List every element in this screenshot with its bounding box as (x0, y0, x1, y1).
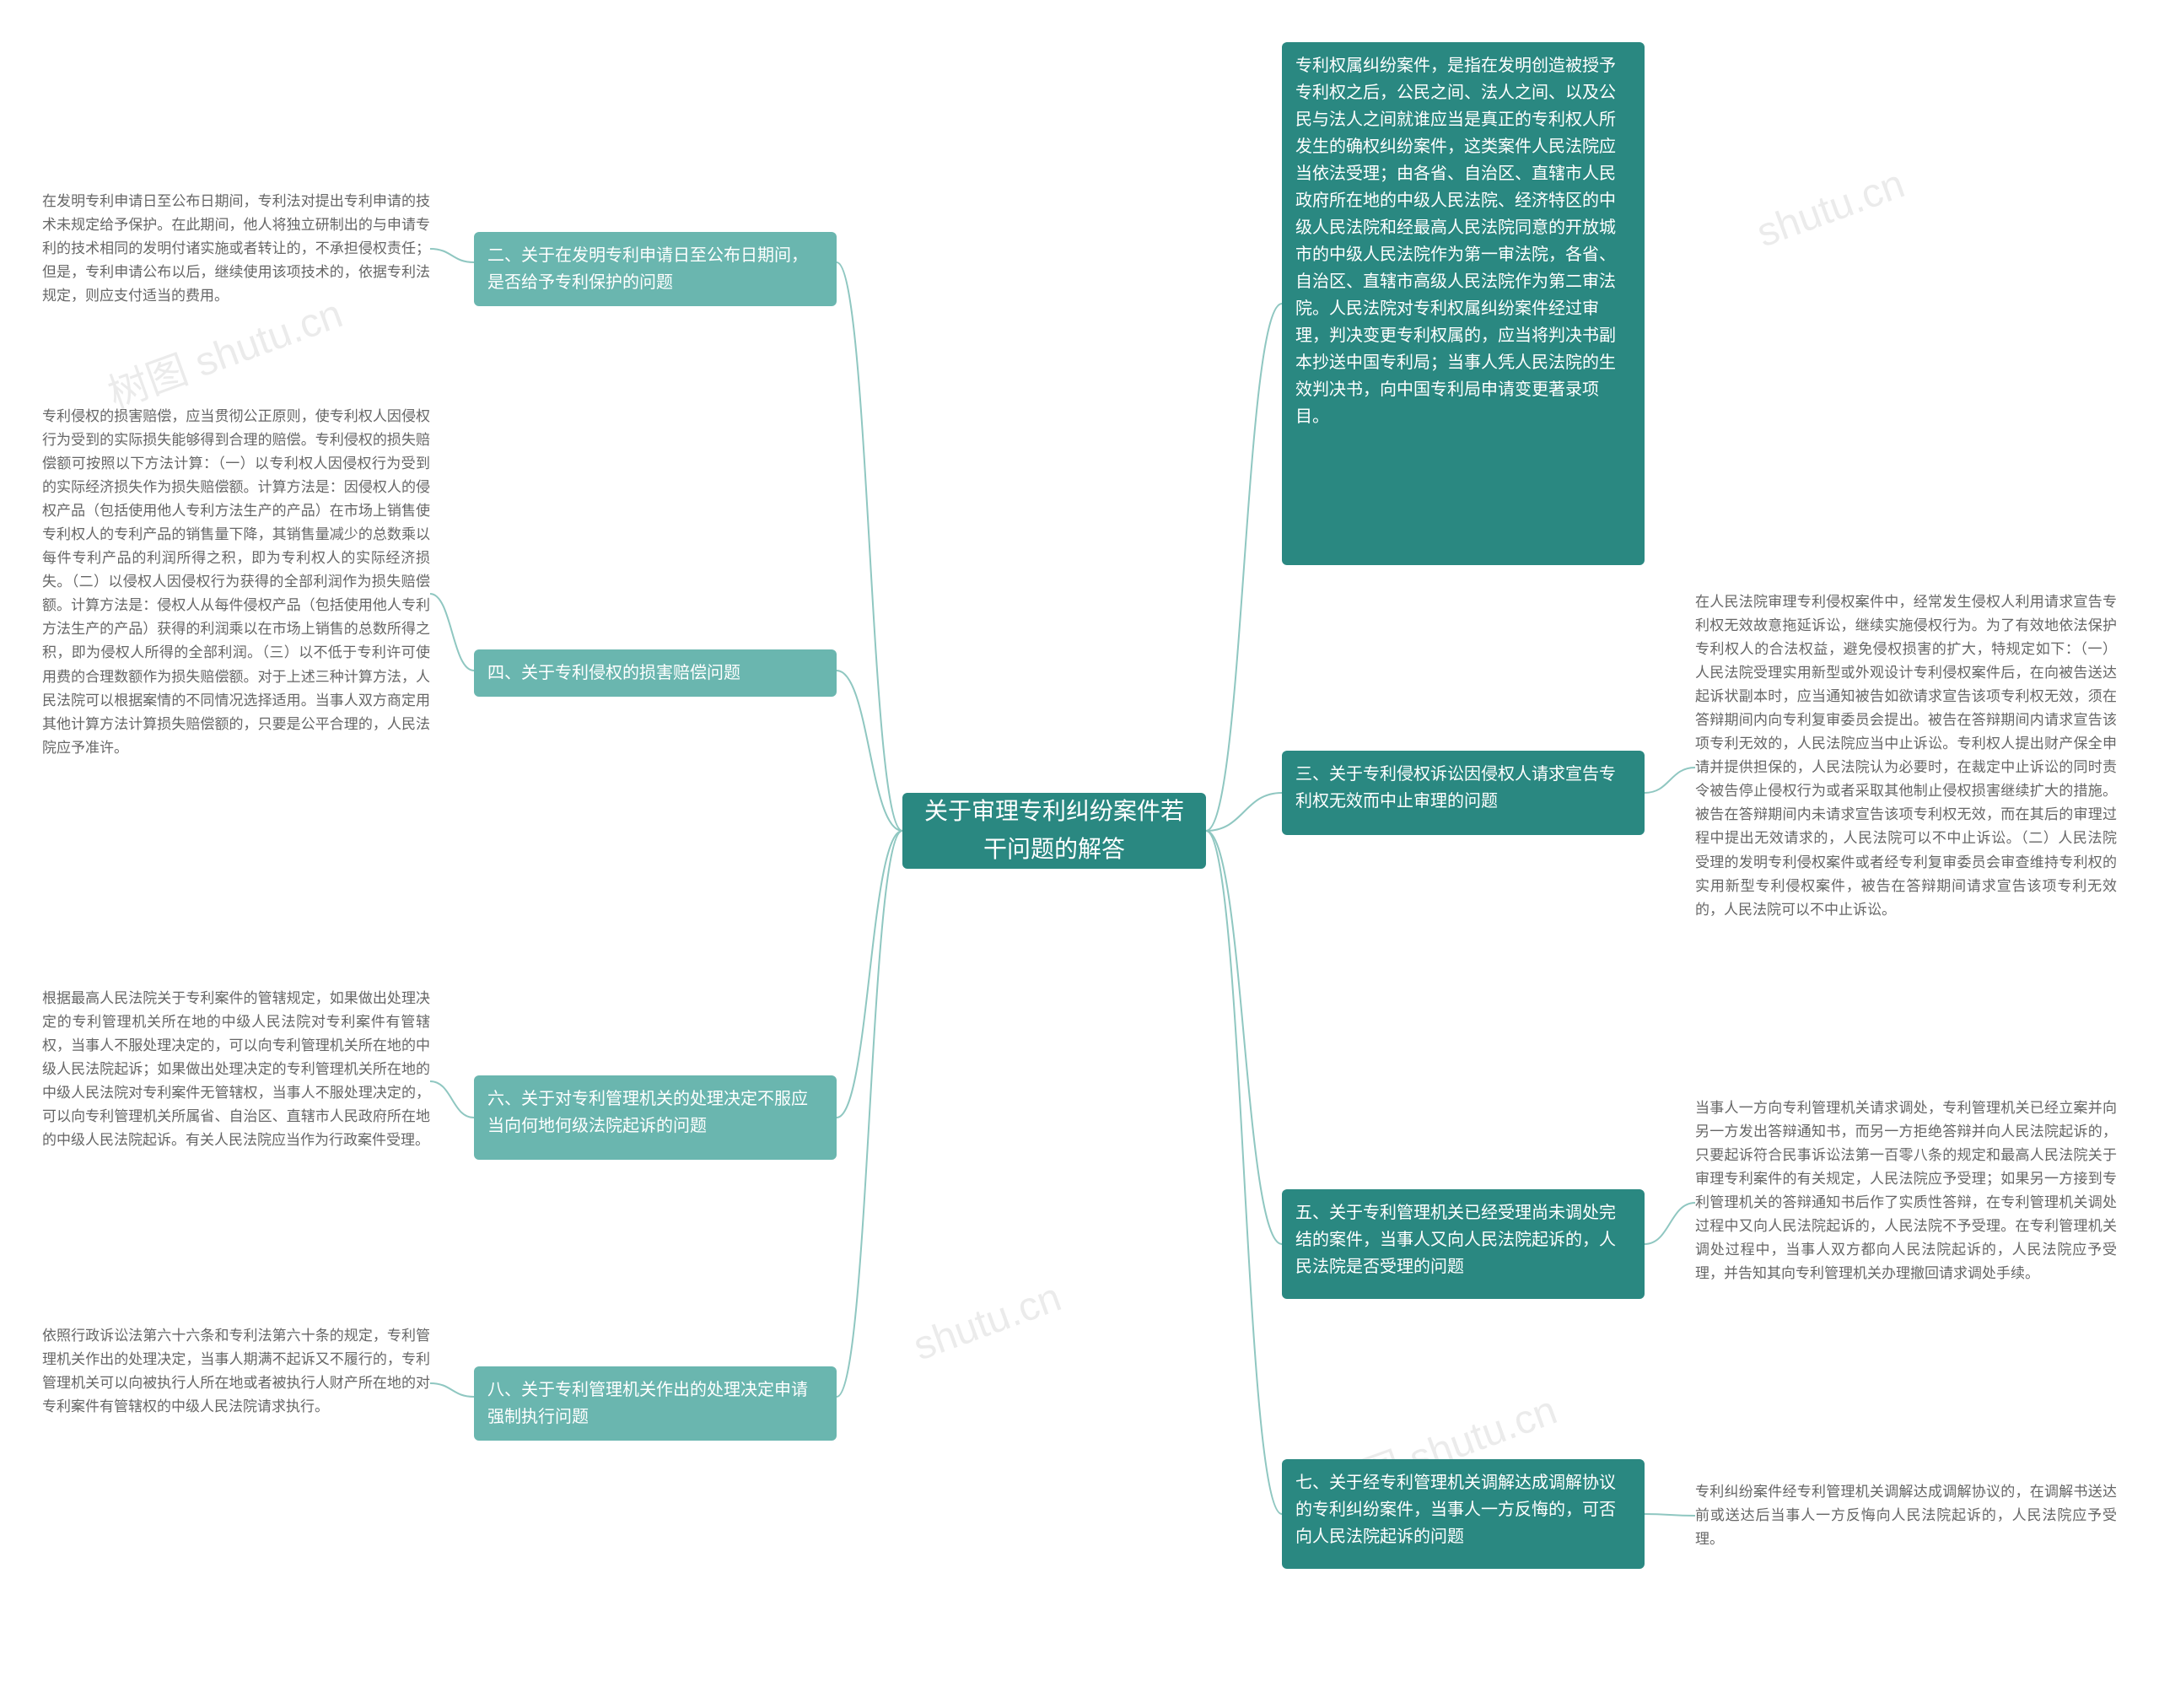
branch-node: 专利权属纠纷案件，是指在发明创造被授予专利权之后，公民之间、法人之间、以及公民与… (1282, 42, 1645, 565)
center-node: 关于审理专利纠纷案件若干问题的解答 (902, 793, 1206, 869)
branch-node: 六、关于对专利管理机关的处理决定不服应当向何地何级法院起诉的问题 (474, 1075, 837, 1160)
leaf-text: 在发明专利申请日至公布日期间，专利法对提出专利申请的技术未规定给予保护。在此期间… (42, 190, 430, 308)
leaf-text: 在人民法院审理专利侵权案件中，经常发生侵权人利用请求宣告专利权无效故意拖延诉讼，… (1695, 590, 2117, 922)
leaf-text: 专利纠纷案件经专利管理机关调解达成调解协议的，在调解书送达前或送达后当事人一方反… (1695, 1480, 2117, 1551)
watermark: shutu.cn (1751, 161, 1910, 257)
branch-node: 三、关于专利侵权诉讼因侵权人请求宣告专利权无效而中止审理的问题 (1282, 751, 1645, 835)
branch-node: 二、关于在发明专利申请日至公布日期间，是否给予专利保护的问题 (474, 232, 837, 306)
leaf-text: 当事人一方向专利管理机关请求调处，专利管理机关已经立案并向另一方发出答辩通知书，… (1695, 1096, 2117, 1285)
branch-node: 四、关于专利侵权的损害赔偿问题 (474, 649, 837, 697)
leaf-text: 依照行政诉讼法第六十六条和专利法第六十条的规定，专利管理机关作出的处理决定，当事… (42, 1324, 430, 1419)
branch-node: 七、关于经专利管理机关调解达成调解协议的专利纠纷案件，当事人一方反悔的，可否向人… (1282, 1459, 1645, 1569)
leaf-text: 根据最高人民法院关于专利案件的管辖规定，如果做出处理决定的专利管理机关所在地的中… (42, 987, 430, 1152)
watermark: shutu.cn (907, 1274, 1067, 1371)
leaf-text: 专利侵权的损害赔偿，应当贯彻公正原则，使专利权人因侵权行为受到的实际损失能够得到… (42, 405, 430, 760)
branch-node: 八、关于专利管理机关作出的处理决定申请强制执行问题 (474, 1366, 837, 1441)
branch-node: 五、关于专利管理机关已经受理尚未调处完结的案件，当事人又向人民法院起诉的，人民法… (1282, 1189, 1645, 1299)
